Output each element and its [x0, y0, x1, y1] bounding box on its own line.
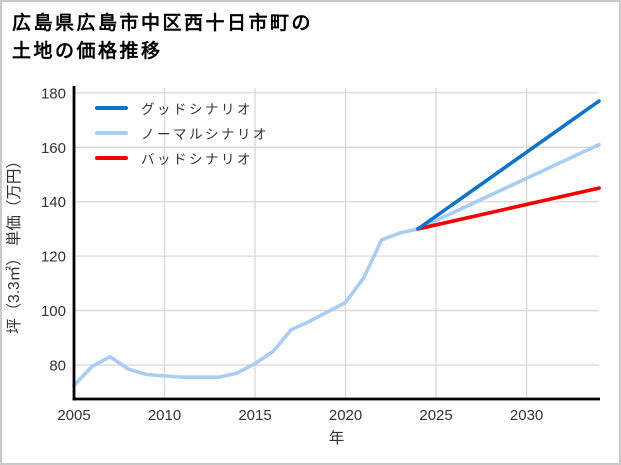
- y-tick-label: 140: [41, 194, 66, 211]
- x-axis-title: 年: [329, 429, 345, 447]
- y-tick-label: 160: [41, 140, 66, 157]
- chart-title: 広島県広島市中区西十日市町の 土地の価格推移: [12, 10, 313, 65]
- series-forecast-line: [416, 186, 601, 231]
- legend-item-normal-scenario: ノーマルシナリオ: [95, 120, 269, 145]
- chart-legend: グッドシナリオ ノーマルシナリオ バッドシナリオ: [95, 95, 269, 170]
- y-tick-label: 120: [41, 249, 66, 266]
- x-tick-label: 2010: [148, 407, 181, 424]
- chart-title-line1: 広島県広島市中区西十日市町の: [12, 13, 314, 34]
- x-tick-label: 2030: [510, 407, 543, 424]
- x-tick-label: 2020: [329, 407, 362, 424]
- y-tick-label: 100: [41, 303, 66, 320]
- y-axis-title: 坪（3.3㎡） 単価（万円）: [5, 153, 23, 334]
- legend-item-good-scenario: グッドシナリオ: [95, 95, 269, 120]
- series-forecast-line: [416, 142, 601, 231]
- y-tick-label: 80: [49, 357, 66, 374]
- series-history-line: [72, 227, 420, 388]
- good-scenario-line-swatch-icon: [95, 105, 128, 110]
- chart-title-line2: 土地の価格推移: [12, 40, 163, 62]
- normal-scenario-line-swatch-icon: [95, 130, 128, 135]
- x-tick-label: 2025: [419, 407, 452, 424]
- legend-label: バッドシナリオ: [141, 151, 253, 167]
- legend-label: ノーマルシナリオ: [141, 126, 269, 142]
- x-tick-label: 2005: [57, 407, 90, 424]
- legend-label: グッドシナリオ: [141, 101, 253, 117]
- series-forecast-line: [416, 99, 601, 231]
- bad-scenario-line-swatch-icon: [95, 155, 128, 160]
- y-tick-label: 180: [41, 85, 66, 102]
- legend-item-bad-scenario: バッドシナリオ: [95, 145, 269, 170]
- x-tick-label: 2015: [238, 407, 271, 424]
